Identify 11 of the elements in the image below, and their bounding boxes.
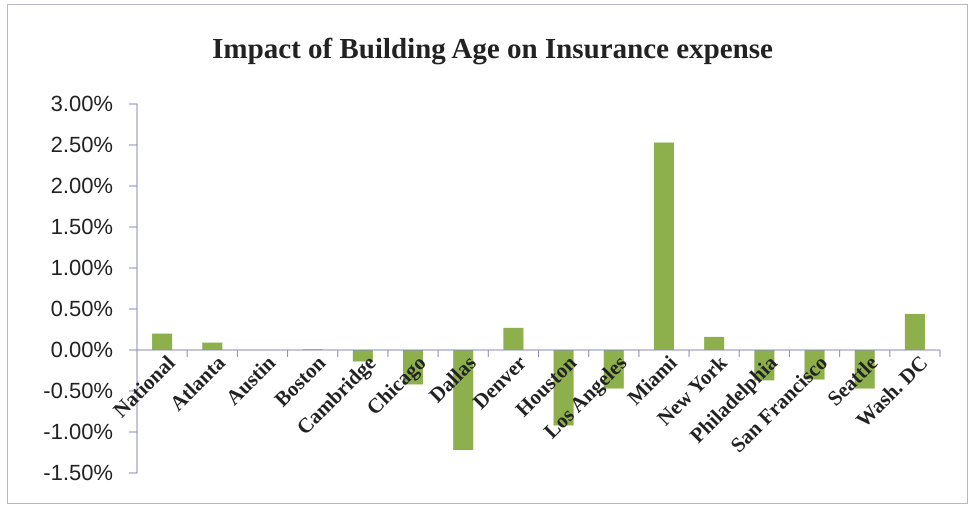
y-tick-label: 0.50% xyxy=(50,296,113,322)
y-tick-label: 2.50% xyxy=(50,132,113,158)
y-tick-label: 1.00% xyxy=(50,255,113,280)
y-tick-label: 3.00% xyxy=(50,91,113,116)
y-tick-label: 0.00% xyxy=(50,337,113,362)
y-tick-label: -1.00% xyxy=(43,419,113,444)
chart-title: Impact of Building Age on Insurance expense xyxy=(212,33,773,65)
y-tick-label: -1.50% xyxy=(43,460,113,486)
y-tick-label: 1.50% xyxy=(50,214,113,240)
y-tick-label: -0.50% xyxy=(43,378,113,404)
y-tick-label: 2.00% xyxy=(50,173,113,198)
